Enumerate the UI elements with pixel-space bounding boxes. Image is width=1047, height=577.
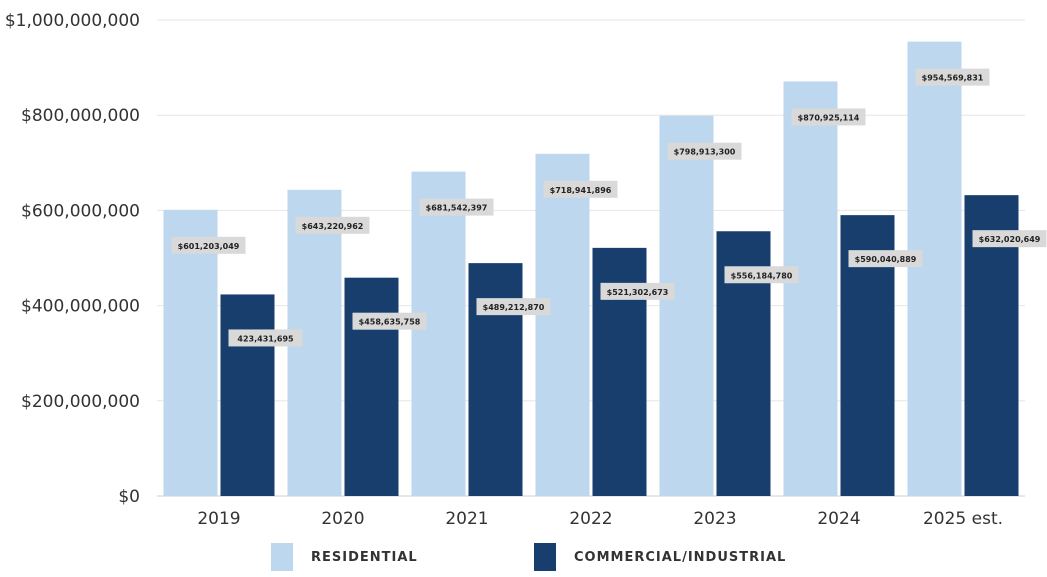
data-label: $521,302,673 (607, 288, 669, 297)
x-tick-label: 2019 (197, 509, 240, 529)
legend: RESIDENTIAL COMMERCIAL/INDUSTRIAL (0, 543, 1047, 577)
bar-residential (535, 153, 590, 496)
data-label: $590,040,889 (855, 255, 917, 264)
data-label: $632,020,649 (979, 235, 1041, 244)
bar-residential (783, 81, 838, 497)
legend-item-commercial: COMMERCIAL/INDUSTRIAL (534, 543, 786, 571)
data-label: $681,542,397 (426, 204, 488, 213)
x-tick-label: 2021 (445, 509, 488, 529)
bar-residential (907, 41, 962, 497)
data-label: $870,925,114 (798, 113, 860, 122)
y-axis: $0 $200,000,000 $400,000,000 $600,000,000 $8… (5, 11, 140, 507)
y-tick-label: $1,000,000,000 (5, 11, 140, 31)
y-tick-label: $600,000,000 (21, 201, 140, 221)
data-label: $556,184,780 (731, 271, 793, 280)
data-label-box (915, 68, 990, 86)
data-label-box (476, 298, 551, 316)
y-tick-label: $400,000,000 (21, 297, 140, 317)
data-label-box (295, 216, 370, 234)
data-label: 423,431,695 (237, 334, 294, 343)
bar-residential (411, 171, 466, 496)
bar-chart: $0 $200,000,000 $400,000,000 $600,000,000 $8… (5, 11, 1047, 529)
data-label-box (848, 250, 923, 268)
legend-item-residential: RESIDENTIAL (271, 543, 418, 571)
x-tick-label: 2020 (321, 509, 364, 529)
data-label: $643,220,962 (302, 222, 364, 231)
data-label-box (419, 198, 494, 216)
x-tick-label: 2023 (693, 509, 736, 529)
x-tick-label: 2022 (569, 509, 612, 529)
data-label-box (543, 180, 618, 198)
legend-label-residential: RESIDENTIAL (311, 549, 418, 565)
data-label: $458,635,758 (359, 318, 421, 327)
data-label-box (228, 329, 303, 347)
data-label-box (600, 282, 675, 300)
data-label-box (171, 236, 246, 254)
bar-commercial (468, 263, 523, 496)
legend-swatch-residential (271, 543, 293, 571)
bar-residential (659, 115, 714, 496)
legend-swatch-commercial (534, 543, 556, 571)
bar-commercial (220, 294, 275, 496)
y-tick-label: $200,000,000 (21, 392, 140, 412)
data-label: $601,203,049 (178, 242, 240, 251)
data-label: $489,212,870 (483, 303, 545, 312)
data-label-box (352, 312, 427, 330)
data-label-box (724, 266, 799, 284)
bar-residential (163, 209, 218, 497)
legend-label-commercial: COMMERCIAL/INDUSTRIAL (574, 549, 787, 565)
data-label-box (972, 230, 1047, 248)
bars (163, 41, 1019, 497)
data-label-box (667, 142, 742, 160)
x-axis: 2019 2020 2021 2022 2023 2024 2025 est. (197, 509, 1003, 529)
x-tick-label: 2024 (817, 509, 860, 529)
y-tick-label: $800,000,000 (21, 106, 140, 126)
data-label: $954,569,831 (922, 74, 984, 83)
data-label: $718,941,896 (550, 186, 612, 195)
data-label-box (791, 108, 866, 126)
x-tick-label: 2025 est. (923, 509, 1003, 529)
bar-commercial (344, 277, 399, 496)
data-label: $798,913,300 (674, 148, 736, 157)
data-labels: $601,203,049 423,431,695 $643,220,962 $458,… (171, 68, 1047, 347)
y-tick-label: $0 (118, 487, 140, 507)
